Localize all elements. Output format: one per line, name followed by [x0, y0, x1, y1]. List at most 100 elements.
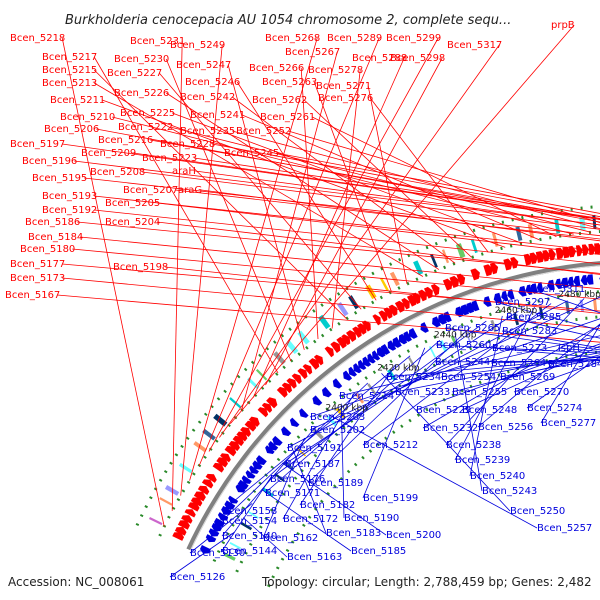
forward-leader-line [157, 202, 600, 255]
forward-gene-label: Bcen_5222 [118, 122, 173, 133]
forward-gene-arrow [548, 249, 556, 261]
reverse-gene-label: Bcen_5233 [395, 387, 450, 398]
forward-gene-arrow [184, 509, 196, 518]
reverse-gene-label: Bcen_5158 [222, 506, 277, 517]
feature-block [408, 357, 416, 369]
reverse-leader-line [269, 320, 487, 480]
reverse-gene-arrow [580, 274, 588, 286]
reverse-gene-label: Bcen_5277 [541, 418, 596, 429]
forward-gene-label: Bcen_5278 [308, 65, 363, 76]
reverse-gene-arrow [547, 279, 555, 291]
forward-gene-arrow [489, 262, 499, 275]
feature-block [592, 298, 598, 311]
feature-block [213, 413, 228, 427]
forward-gene-arrow [197, 485, 210, 495]
forward-gene-arrow [248, 416, 260, 427]
feature-block [538, 306, 545, 319]
feature-block [273, 351, 286, 365]
reverse-leader-line [440, 356, 600, 378]
reverse-leader-line [262, 437, 305, 539]
reverse-leader-line [461, 345, 600, 411]
forward-gene-label: Bcen_5206 [44, 124, 99, 135]
reverse-leader-line [221, 382, 369, 522]
forward-gene-arrow [510, 257, 519, 269]
feature-block [202, 428, 216, 441]
forward-gene-label: Bcen_5209 [81, 148, 136, 159]
forward-gene-arrow [236, 431, 248, 442]
forward-leader-line [172, 112, 523, 244]
forward-gene-arrow [181, 515, 193, 524]
accession-text: Accession: NC_008061 [8, 575, 144, 589]
reverse-gene-arrow [237, 479, 249, 490]
feature-block [387, 369, 397, 382]
forward-gene-label: Bcen_5211 [50, 95, 105, 106]
forward-gene-label: prpB [551, 20, 575, 31]
feature-block [297, 330, 310, 345]
forward-gene-label: Bcen_5288 [352, 53, 407, 64]
forward-gene-label: Bcen_5198 [113, 262, 168, 273]
feature-block [389, 271, 400, 287]
kbp-tick-labels: 2400 kbp 2420 kbp 2440 kbp 2460 kbp 2480 kbp… [326, 290, 600, 414]
forward-leader-line [252, 57, 405, 398]
reverse-gene-label: Bcen_5248 [462, 405, 517, 416]
reverse-leader-line [169, 531, 235, 578]
forward-gene-arrow [174, 526, 187, 536]
feature-block [413, 260, 424, 276]
forward-gene-label: Bcen_5249 [170, 40, 225, 51]
reverse-gene-arrow [217, 512, 229, 521]
reverse-gene-label: Bcen_5199 [363, 493, 418, 504]
forward-gene-arrow [535, 251, 545, 263]
forward-gene-arrow [588, 243, 596, 256]
reverse-gene-label: Bcen_5239 [455, 455, 510, 466]
reverse-leader-line [394, 352, 600, 393]
forward-leader-line [84, 177, 600, 237]
feature-block [515, 226, 523, 242]
reverse-gene-label: Bcen_5265 [445, 323, 500, 334]
feature-block [223, 552, 236, 561]
reverse-gene-arrow [348, 366, 357, 377]
reverse-gene-label: Bcen_5163 [287, 552, 342, 563]
feature-block [229, 397, 242, 409]
forward-gene-label: Bcen_5230 [114, 54, 169, 65]
reverse-gene-arrow [437, 313, 448, 325]
reverse-gene-arrow [245, 470, 256, 479]
reverse-gene-arrow [289, 417, 300, 427]
forward-leader-line [77, 221, 600, 274]
forward-gene-label: Bcen_5177 [10, 259, 65, 270]
forward-gene-arrow [555, 247, 565, 260]
reverse-leader-line [292, 450, 327, 534]
reverse-gene-label: Bcen_5274 [527, 403, 582, 414]
forward-gene-arrow [372, 314, 381, 326]
forward-gene-label: Bcen_5197 [10, 139, 65, 150]
forward-gene-label: Bcen_5227 [107, 68, 162, 79]
forward-gene-arrow [281, 382, 293, 394]
reverse-leader-line [362, 347, 426, 499]
reverse-gene-label: Bcen_5240 [470, 471, 525, 482]
reverse-gene-label: Bcen_5234 [386, 372, 441, 383]
reverse-gene-arrow [518, 285, 527, 297]
reverse-gene-label: Bcen_5232 [423, 423, 478, 434]
reverse-leader-line [264, 339, 441, 494]
forward-leader-line [165, 92, 440, 270]
reverse-gene-label: Bcen_5243 [482, 486, 537, 497]
reverse-gene-arrow [228, 495, 239, 504]
forward-gene-label: araH [172, 166, 196, 177]
kbp-tick-label: 2460 kbp [495, 306, 538, 316]
forward-gene-label: Bcen_5195 [32, 173, 87, 184]
forward-gene-label: Bcen_5268 [265, 33, 320, 44]
forward-gene-arrow [470, 268, 480, 281]
reverse-gene-arrow [455, 306, 464, 318]
forward-leader-line [93, 56, 279, 374]
forward-gene-label: Bcen_5210 [60, 112, 115, 123]
reverse-gene-label: Bcen_5283 [502, 326, 557, 337]
forward-gene-arrow [346, 330, 357, 342]
reverse-gene-label: Bcen_5144 [222, 546, 277, 557]
forward-leader-line [276, 152, 600, 214]
forward-gene-arrow [228, 440, 240, 452]
forward-gene-arrow [297, 368, 308, 380]
reverse-leader-line [221, 355, 411, 512]
reverse-leader-line [444, 327, 600, 351]
forward-leader-line [112, 116, 574, 235]
